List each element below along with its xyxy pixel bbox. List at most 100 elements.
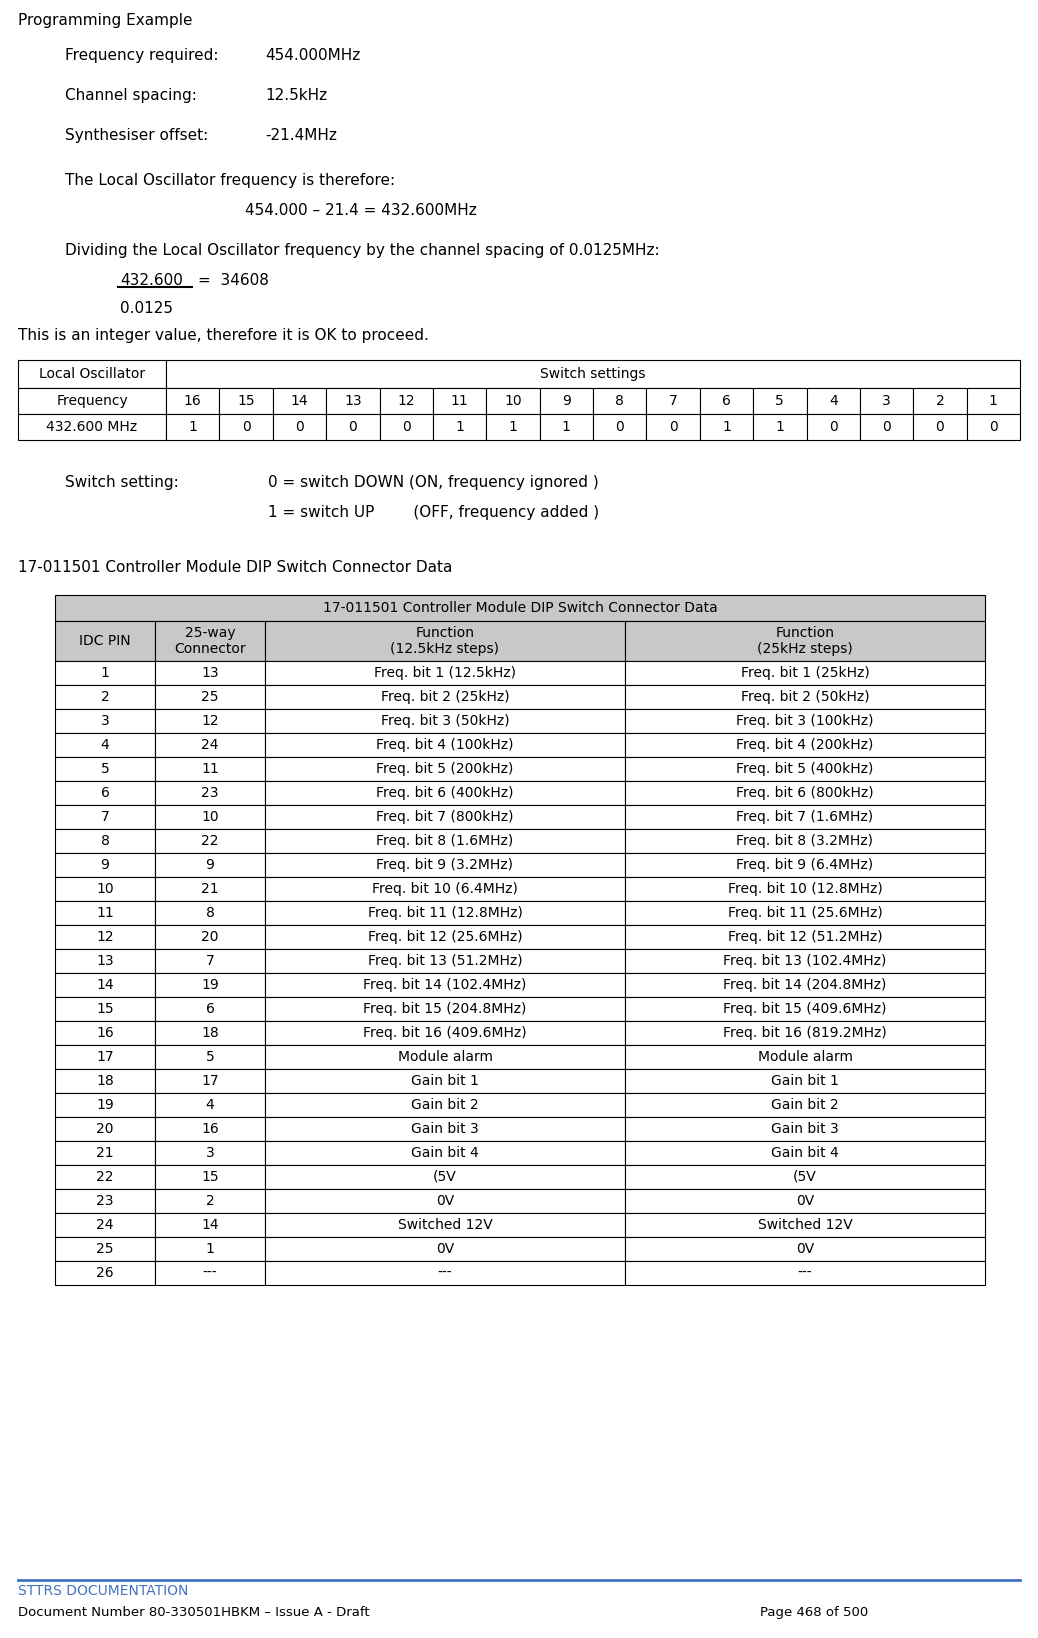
Bar	[155, 1261, 265, 1284]
Bar	[155, 732, 265, 757]
Bar	[55, 1165, 155, 1189]
Text: 9: 9	[101, 858, 109, 871]
Text: Freq. bit 13 (51.2MHz): Freq. bit 13 (51.2MHz)	[367, 953, 522, 968]
Text: Freq. bit 12 (51.2MHz): Freq. bit 12 (51.2MHz)	[728, 930, 882, 943]
Text: 7: 7	[206, 953, 215, 968]
Text: Gain bit 4: Gain bit 4	[411, 1147, 479, 1160]
Text: Freq. bit 4 (100kHz): Freq. bit 4 (100kHz)	[376, 739, 514, 752]
Text: Freq. bit 8 (3.2MHz): Freq. bit 8 (3.2MHz)	[737, 834, 874, 848]
Bar	[647, 388, 700, 414]
Text: Gain bit 4: Gain bit 4	[771, 1147, 839, 1160]
Text: 17: 17	[201, 1075, 219, 1088]
Text: Switch settings: Switch settings	[540, 367, 646, 382]
Bar	[265, 1214, 625, 1237]
Text: Freq. bit 3 (50kHz): Freq. bit 3 (50kHz)	[381, 714, 510, 727]
Text: Freq. bit 9 (6.4MHz): Freq. bit 9 (6.4MHz)	[736, 858, 874, 871]
Text: 21: 21	[97, 1147, 114, 1160]
Text: Freq. bit 14 (204.8MHz): Freq. bit 14 (204.8MHz)	[723, 978, 886, 993]
Bar	[155, 853, 265, 876]
Text: Freq. bit 2 (25kHz): Freq. bit 2 (25kHz)	[381, 690, 510, 704]
Text: 1: 1	[989, 395, 998, 408]
Text: Dividing the Local Oscillator frequency by the channel spacing of 0.0125MHz:: Dividing the Local Oscillator frequency …	[65, 242, 659, 259]
Bar	[625, 804, 985, 829]
Text: 19: 19	[201, 978, 219, 993]
Text: 1 = switch UP        (OFF, frequency added ): 1 = switch UP (OFF, frequency added )	[268, 505, 599, 519]
Bar	[155, 662, 265, 685]
Text: Gain bit 3: Gain bit 3	[771, 1122, 839, 1137]
Text: 8: 8	[101, 834, 109, 848]
Bar	[265, 1189, 625, 1214]
Bar	[155, 925, 265, 948]
Bar	[265, 1142, 625, 1165]
Text: 0: 0	[882, 419, 891, 434]
Text: 13: 13	[201, 667, 219, 680]
Text: Gain bit 2: Gain bit 2	[411, 1097, 479, 1112]
Text: 23: 23	[201, 786, 219, 799]
Text: 3: 3	[882, 395, 891, 408]
Bar	[55, 1189, 155, 1214]
Bar	[859, 388, 913, 414]
Bar	[155, 1070, 265, 1093]
Text: 22: 22	[97, 1170, 114, 1184]
Bar	[155, 1237, 265, 1261]
Text: Freq. bit 3 (100kHz): Freq. bit 3 (100kHz)	[736, 714, 874, 727]
Text: 0: 0	[402, 419, 411, 434]
Text: Frequency: Frequency	[56, 395, 128, 408]
Text: -21.4MHz: -21.4MHz	[265, 128, 337, 143]
Bar	[265, 621, 625, 662]
Bar	[647, 414, 700, 441]
Bar	[380, 388, 433, 414]
Text: Document Number 80-330501HBKM – Issue A - Draft: Document Number 80-330501HBKM – Issue A …	[18, 1605, 370, 1618]
Bar	[155, 781, 265, 804]
Text: 432.600 MHz: 432.600 MHz	[47, 419, 138, 434]
Text: 12: 12	[398, 395, 415, 408]
Text: Freq. bit 12 (25.6MHz): Freq. bit 12 (25.6MHz)	[367, 930, 522, 943]
Text: 0: 0	[935, 419, 945, 434]
Text: 25: 25	[97, 1242, 114, 1256]
Bar	[700, 388, 754, 414]
Bar	[625, 757, 985, 781]
Bar	[265, 853, 625, 876]
Text: 18: 18	[97, 1075, 114, 1088]
Bar	[625, 925, 985, 948]
Text: 17: 17	[97, 1050, 114, 1065]
Bar	[625, 1237, 985, 1261]
Text: Switch setting:: Switch setting:	[65, 475, 179, 490]
Bar	[913, 414, 966, 441]
Text: The Local Oscillator frequency is therefore:: The Local Oscillator frequency is theref…	[65, 174, 395, 188]
Bar	[155, 757, 265, 781]
Bar	[625, 901, 985, 925]
Bar	[155, 973, 265, 998]
Text: 0 = switch DOWN (ON, frequency ignored ): 0 = switch DOWN (ON, frequency ignored )	[268, 475, 599, 490]
Text: 8: 8	[616, 395, 624, 408]
Bar	[700, 414, 754, 441]
Text: 17-011501 Controller Module DIP Switch Connector Data: 17-011501 Controller Module DIP Switch C…	[323, 601, 717, 614]
Text: 23: 23	[97, 1194, 114, 1207]
Bar	[55, 853, 155, 876]
Bar	[219, 414, 273, 441]
Bar	[55, 948, 155, 973]
Text: 454.000MHz: 454.000MHz	[265, 48, 360, 62]
Text: 10: 10	[97, 881, 114, 896]
Text: Freq. bit 5 (200kHz): Freq. bit 5 (200kHz)	[377, 762, 514, 776]
Bar	[166, 388, 219, 414]
Text: 14: 14	[201, 1219, 219, 1232]
Text: Frequency required:: Frequency required:	[65, 48, 219, 62]
Bar	[55, 804, 155, 829]
Text: 0: 0	[349, 419, 357, 434]
Text: 0V: 0V	[796, 1242, 814, 1256]
Text: Freq. bit 11 (25.6MHz): Freq. bit 11 (25.6MHz)	[728, 906, 882, 921]
Bar	[807, 414, 859, 441]
Bar	[55, 998, 155, 1020]
Bar	[265, 948, 625, 973]
Bar	[433, 388, 486, 414]
Bar	[55, 781, 155, 804]
Text: Freq. bit 4 (200kHz): Freq. bit 4 (200kHz)	[736, 739, 874, 752]
Bar	[625, 732, 985, 757]
Bar	[593, 388, 647, 414]
Text: =  34608: = 34608	[198, 274, 269, 288]
Bar	[625, 1189, 985, 1214]
Bar	[155, 1189, 265, 1214]
Text: 0: 0	[989, 419, 998, 434]
Text: 2: 2	[206, 1194, 215, 1207]
